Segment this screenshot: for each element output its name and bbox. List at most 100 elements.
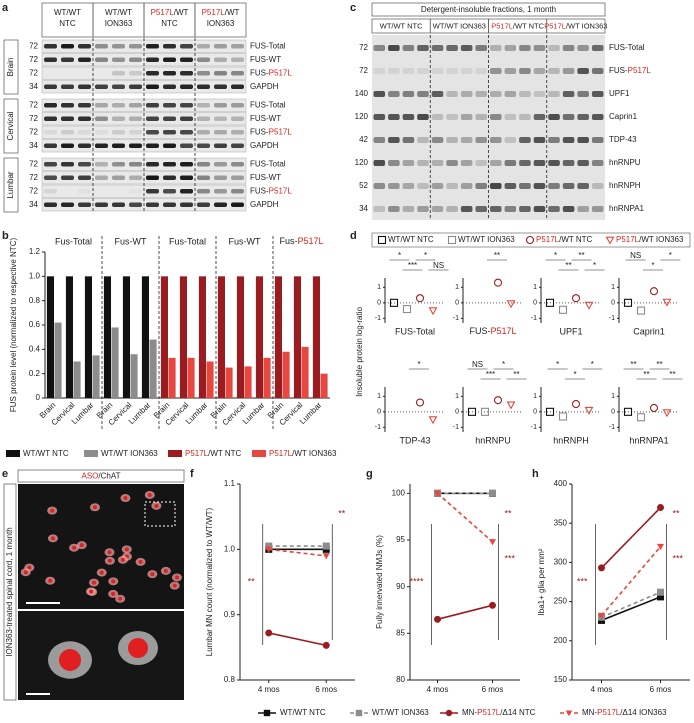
blot-band — [402, 183, 415, 189]
bar — [312, 276, 320, 398]
blot-band — [490, 137, 502, 143]
column-header: WT/WT NTC — [380, 21, 423, 30]
y-tick-label: 95 — [396, 535, 405, 544]
row-label: FUS-Total — [609, 43, 645, 52]
marker — [493, 278, 503, 287]
bar — [274, 276, 282, 398]
sig-label: * — [573, 370, 576, 379]
blot-band — [44, 175, 57, 180]
blot-band — [112, 162, 125, 167]
blot-band — [388, 68, 400, 74]
column-header: WT/WT ION363 — [433, 21, 486, 30]
column-header: ION363 — [207, 19, 235, 28]
blot-band — [163, 103, 176, 108]
sig-label: ** — [505, 508, 513, 518]
y-tick-label: 80 — [396, 675, 405, 684]
blot-band — [504, 206, 517, 212]
blot-band — [163, 84, 176, 89]
y-tick-label: 1 — [533, 393, 537, 400]
blot-band — [562, 183, 575, 189]
blot-band — [519, 91, 531, 97]
blot-band — [504, 183, 517, 189]
marker — [434, 490, 441, 497]
bar — [236, 276, 244, 398]
nucleus — [72, 545, 77, 550]
title-box — [371, 2, 606, 17]
bar — [73, 361, 81, 398]
bar — [282, 351, 290, 398]
panel-title: hnRNPU — [475, 435, 511, 445]
blot-band — [231, 189, 244, 194]
blot-band — [180, 44, 193, 49]
marker — [649, 403, 659, 412]
marker — [636, 306, 646, 315]
column-header-box — [546, 18, 606, 34]
x-tick-label: 4 mos — [427, 685, 449, 694]
blot-band — [417, 45, 429, 51]
blot-band — [231, 44, 244, 49]
bar — [255, 276, 263, 398]
blot-band — [146, 130, 159, 135]
blot-band — [446, 160, 458, 166]
nucleus — [92, 505, 97, 510]
mw-label: 72 — [29, 160, 38, 169]
blot-band — [146, 116, 159, 121]
blot-band — [431, 137, 444, 143]
blot-band — [231, 57, 244, 62]
blot-band — [533, 91, 546, 97]
group-title: Fus-WT — [115, 236, 147, 246]
blot-band — [61, 130, 74, 135]
bar — [179, 276, 187, 398]
blot-band — [214, 71, 227, 76]
blot-band — [197, 162, 210, 167]
blot-band — [146, 57, 159, 62]
blot-band — [180, 189, 193, 194]
legend-marker — [447, 235, 457, 245]
blot-band — [475, 91, 487, 97]
bar — [217, 276, 225, 398]
blot-band — [460, 183, 473, 189]
blot-band — [231, 130, 244, 135]
sig-label: * — [556, 360, 559, 369]
marker — [389, 298, 399, 307]
blot-band — [373, 183, 386, 189]
series-line — [268, 548, 327, 557]
row-label: FUS-P517L — [250, 128, 292, 137]
blot-band — [146, 162, 159, 167]
panel-title: UPF1 — [559, 326, 582, 336]
row-label: FUS-Total — [250, 42, 286, 51]
y-tick-label: 300 — [554, 558, 568, 567]
y-tick-label: -1 — [609, 315, 615, 322]
row-label: FUS-Total — [250, 160, 286, 169]
bar — [141, 276, 149, 398]
marker — [649, 287, 659, 296]
blot-band — [129, 202, 142, 207]
legend-swatch — [252, 450, 266, 457]
blot-band — [163, 71, 176, 76]
blot-band — [44, 44, 57, 49]
legend-label: MN-P517L/Δ14 ION363 — [582, 708, 667, 717]
blot-band — [78, 84, 91, 89]
blot-band — [504, 68, 517, 74]
row-label: GAPDH — [250, 141, 279, 150]
marker — [571, 294, 581, 303]
panel-letter: d — [350, 230, 357, 242]
nucleus — [154, 503, 159, 508]
blot-band — [197, 189, 210, 194]
y-tick-label: 1.2 — [29, 247, 41, 256]
blot-band — [504, 137, 517, 143]
blot-band — [180, 202, 193, 207]
legend-label: WT/WT ION363 — [372, 708, 429, 717]
blot-band — [197, 57, 210, 62]
bar — [111, 327, 119, 398]
y-tick-label: 85 — [396, 628, 405, 637]
marker — [493, 396, 503, 405]
row-label: FUS-WT — [250, 173, 281, 182]
blot-band — [163, 162, 176, 167]
sig-label: ** — [643, 370, 649, 379]
marker — [265, 629, 273, 637]
legend-label: WT/WT ION363 — [458, 235, 515, 244]
sig-label: ** — [656, 360, 662, 369]
mw-label: 72 — [29, 42, 38, 51]
